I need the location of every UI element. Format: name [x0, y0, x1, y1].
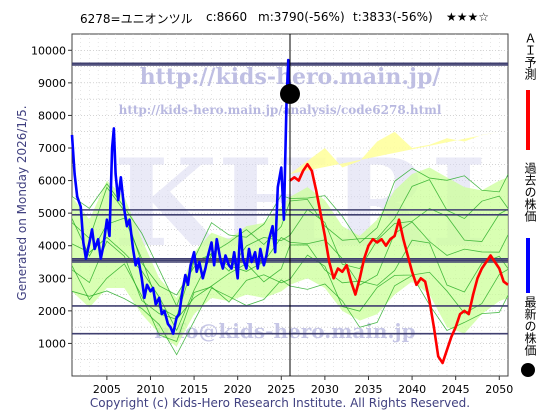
y-tick-label: 3000 [38, 272, 66, 285]
chart-header: 6278=ユニオンツル c:8660 m:3790(-56%) t:3833(-… [0, 0, 560, 26]
y-tick-label: 2000 [38, 305, 66, 318]
x-tick-label: 2050 [485, 383, 513, 396]
series-group [70, 58, 509, 365]
y-tick-label: 4000 [38, 240, 66, 253]
min-price-label: m:3790(-56%) [258, 10, 345, 24]
x-tick-label: 2015 [180, 383, 208, 396]
x-tick-label: 2010 [136, 383, 164, 396]
x-tick-label: 2030 [311, 383, 339, 396]
legend-latest-dot [521, 363, 535, 377]
legend-past-swatch [526, 238, 530, 293]
legend: ＡＩ予測 過去の株価 最新の株価 [516, 28, 556, 390]
y-tick-label: 7000 [38, 142, 66, 155]
y-tick-label: 5000 [38, 207, 66, 220]
band-area-future [290, 131, 500, 175]
x-tick-label: 2020 [224, 383, 252, 396]
copyright-footer: Copyright (c) Kids-Hero Research Institu… [89, 396, 471, 410]
x-tick-label: 2025 [267, 383, 295, 396]
past-price-line [70, 58, 292, 335]
watermark-url2: http://kids-hero.main.jp/analysis/code62… [119, 103, 442, 117]
close-price-label: c:8660 [206, 10, 248, 24]
ai-forecast-line [289, 162, 509, 365]
x-axis-ticks: 2005 2010 2015 2020 2025 2030 2035 2040 2045 2050 [93, 376, 513, 396]
y-axis-ticks: 1000 2000 3000 4000 5000 6000 7000 8000 9000 1000… [31, 44, 72, 350]
ticker-label: 6278=ユニオンツル [80, 12, 193, 26]
watermark-url3: info@kids-hero.main.jp [154, 319, 415, 343]
target-price-label: t:3833(-56%) [353, 10, 433, 24]
y-tick-label: 9000 [38, 77, 66, 90]
x-tick-label: 2040 [398, 383, 426, 396]
rating-stars: ★★★☆ [446, 10, 490, 24]
y-tick-label: 8000 [38, 109, 66, 122]
latest-price-marker [280, 83, 300, 104]
y-tick-label: 10000 [31, 44, 66, 57]
legend-latest-label: 最新の株価 [523, 296, 537, 356]
legend-ai-swatch [526, 90, 530, 150]
x-tick-label: 2045 [442, 383, 470, 396]
x-tick-label: 2005 [93, 383, 121, 396]
x-tick-label: 2035 [354, 383, 382, 396]
legend-ai-label: ＡＩ予測 [523, 32, 537, 80]
legend-past-label: 過去の株価 [523, 162, 537, 222]
y-tick-label: 6000 [38, 175, 66, 188]
y-tick-label: 1000 [38, 337, 66, 350]
